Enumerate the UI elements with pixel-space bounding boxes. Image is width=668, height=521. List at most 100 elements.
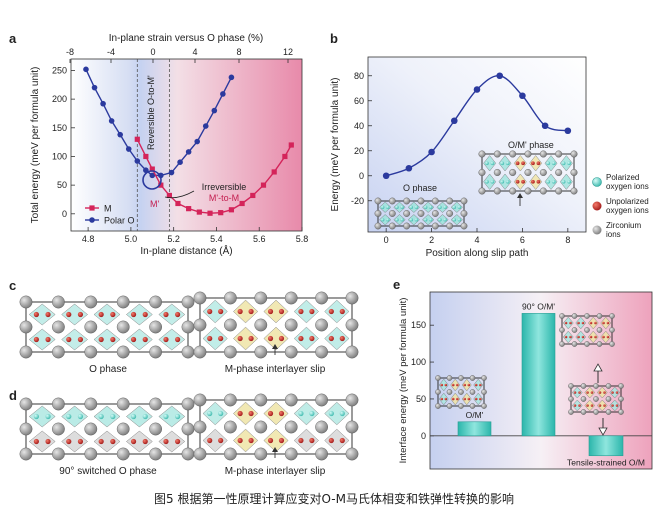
y-axis-label: Interface energy (meV per formula unit) bbox=[398, 298, 409, 464]
oxygen-ion bbox=[395, 217, 399, 222]
zirconium-ion bbox=[571, 313, 578, 319]
oxygen-ion bbox=[606, 335, 610, 339]
zirconium-ion bbox=[435, 403, 441, 409]
zirconium-ion bbox=[52, 447, 65, 461]
oxygen-ion bbox=[110, 336, 116, 343]
legend-zirconium-icon bbox=[592, 225, 602, 235]
zirconium-ion bbox=[469, 389, 476, 395]
oxygen-ion bbox=[77, 336, 84, 343]
polyhedron bbox=[498, 155, 512, 172]
zirconium-ion bbox=[469, 403, 476, 409]
oxygen-ion bbox=[594, 335, 597, 339]
zirconium-ion bbox=[223, 447, 237, 461]
polyhedron bbox=[61, 430, 88, 453]
oxygen-ion bbox=[248, 410, 254, 417]
zirconium-ion bbox=[284, 345, 298, 359]
panel-a: a In-plane strain versus O phase (%) -8-… bbox=[9, 31, 308, 257]
panel-e-bars: O/M' 90° O/M' Tensile-strained O/M bbox=[457, 301, 645, 468]
x-axis-label: In-plane distance (Å) bbox=[140, 244, 232, 257]
polyhedron bbox=[438, 392, 449, 406]
zirconium-ion bbox=[446, 389, 453, 395]
zirconium-ion bbox=[84, 295, 98, 309]
x-tick-label: 8 bbox=[565, 235, 570, 245]
zirconium-ion bbox=[596, 313, 603, 319]
polyhedron bbox=[324, 326, 350, 351]
top-tick-label: 4 bbox=[192, 47, 197, 57]
polyhedron bbox=[263, 428, 289, 453]
top-tick-label: -8 bbox=[66, 47, 74, 57]
y-tick-label: 60 bbox=[354, 96, 364, 106]
oxygen-ion bbox=[567, 161, 571, 166]
oxygen-ion bbox=[414, 205, 419, 210]
zirconium-ion bbox=[596, 327, 603, 333]
zirconium-ion bbox=[618, 383, 624, 389]
oxygen-ion bbox=[551, 179, 556, 184]
polyhedron bbox=[562, 316, 574, 330]
oxygen-ion bbox=[395, 205, 399, 210]
top-tick-label: -4 bbox=[107, 47, 115, 57]
panel-d-slip-structure bbox=[193, 393, 359, 461]
zirconium-ion bbox=[559, 341, 565, 347]
oxygen-ion bbox=[603, 404, 606, 407]
zirconium-ion bbox=[609, 313, 615, 319]
oxygen-ion bbox=[298, 308, 304, 315]
series-point-m bbox=[175, 200, 181, 207]
oxygen-ion bbox=[598, 404, 602, 407]
top-axis-label: In-plane strain versus O phase (%) bbox=[109, 33, 264, 44]
zirconium-ion bbox=[605, 409, 612, 415]
oxygen-ion bbox=[309, 437, 315, 444]
series-line-polar-o bbox=[85, 69, 233, 177]
oxygen-ion bbox=[467, 397, 471, 401]
oxygen-ion bbox=[536, 161, 541, 166]
oxygen-ion bbox=[130, 438, 137, 445]
oxygen-ion bbox=[309, 410, 315, 417]
oxygen-ion bbox=[66, 413, 72, 420]
zirconium-ion bbox=[254, 447, 268, 461]
oxygen-ion bbox=[490, 179, 495, 184]
y-tick-label: 0 bbox=[421, 431, 426, 441]
polyhedron bbox=[407, 201, 420, 213]
oxygen-ion bbox=[267, 410, 274, 417]
zirconium-ion bbox=[593, 383, 599, 389]
polyhedron bbox=[126, 430, 153, 453]
zirconium-ion bbox=[52, 422, 65, 436]
polyhedron bbox=[379, 201, 392, 213]
oxygen-ion bbox=[298, 410, 304, 417]
panel-c-right-label: M-phase interlayer slip bbox=[225, 364, 326, 375]
oxygen-ion bbox=[443, 217, 447, 222]
polyhedron bbox=[233, 326, 259, 351]
oxygen-ion bbox=[207, 437, 213, 444]
oxygen-ion bbox=[163, 438, 169, 445]
oxygen-ion bbox=[45, 311, 51, 318]
oxygen-ion bbox=[590, 404, 594, 407]
zirconium-ion bbox=[19, 397, 33, 411]
zirconium-ion bbox=[149, 447, 163, 461]
polyhedron bbox=[407, 214, 420, 226]
series-point-polar-o bbox=[211, 107, 218, 114]
panel-d-right-label: M-phase interlayer slip bbox=[225, 466, 326, 477]
polyhedron bbox=[422, 214, 435, 226]
polyhedron bbox=[233, 428, 259, 453]
polyhedron bbox=[93, 430, 121, 453]
y-tick-label: 200 bbox=[52, 94, 67, 104]
zirconium-ion bbox=[181, 320, 195, 334]
zirconium-ion bbox=[618, 409, 624, 415]
legend-marker bbox=[89, 217, 95, 223]
zirconium-ion bbox=[345, 291, 359, 305]
irreversible-annotation-2: M'-to-M bbox=[209, 193, 239, 203]
polyhedron bbox=[202, 401, 228, 426]
polyhedron bbox=[293, 299, 319, 324]
oxygen-ion bbox=[45, 336, 51, 343]
x-tick-label: 5.6 bbox=[253, 234, 266, 244]
y-tick-label: 100 bbox=[411, 357, 426, 367]
panel-a-axes: 4.8 5.0 5.2 5.4 5.6 5.8 0 50 100 150 200 250 In-plan… bbox=[30, 59, 308, 257]
oxygen-ion bbox=[423, 205, 428, 210]
polyhedron bbox=[202, 428, 228, 453]
oxygen-ion bbox=[500, 179, 505, 184]
zirconium-ion bbox=[374, 197, 382, 205]
polyhedron bbox=[513, 173, 527, 190]
polyhedron bbox=[562, 330, 574, 344]
oxygen-ion bbox=[423, 217, 428, 222]
oxygen-ion bbox=[218, 410, 224, 417]
top-tick-label: 8 bbox=[236, 47, 241, 57]
